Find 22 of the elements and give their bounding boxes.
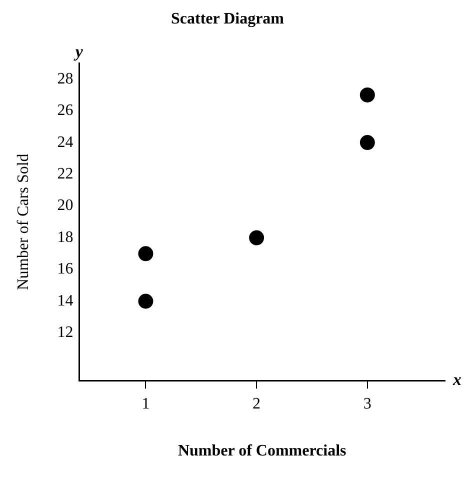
y-tick-label: 18: [57, 228, 74, 246]
y-tick-label: 26: [57, 102, 74, 120]
y-tick-label: 12: [57, 324, 74, 342]
y-axis-title: Number of Cars Sold: [14, 154, 32, 290]
point: [138, 246, 154, 262]
chart-title: Scatter Diagram: [171, 10, 285, 28]
y-tick-label: 20: [57, 197, 74, 214]
y-tick-label: 28: [57, 70, 74, 88]
y-tick-label: 24: [57, 134, 74, 151]
point: [138, 294, 154, 309]
point: [360, 135, 375, 150]
y-tick-label: 22: [57, 165, 74, 182]
point: [360, 87, 375, 102]
x-tick-label: 2: [252, 395, 261, 412]
x-tick-label: 1: [142, 395, 150, 412]
text: y: [73, 42, 84, 62]
text: x: [452, 370, 462, 389]
x-axis-title: Number of Commercials: [178, 442, 346, 460]
point: [249, 230, 264, 246]
y-tick-label: 14: [57, 292, 74, 310]
y-tick-label: 16: [57, 260, 74, 278]
x-tick-label: 3: [363, 395, 372, 412]
